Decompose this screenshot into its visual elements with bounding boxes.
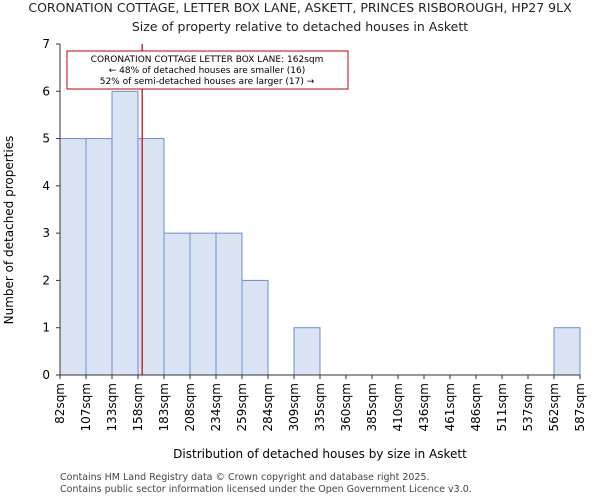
bar-562sqm xyxy=(553,327,581,376)
y-tick-label: 2 xyxy=(42,273,50,287)
bar-259sqm xyxy=(241,279,269,376)
bar-309sqm xyxy=(293,327,321,376)
annotation-line-1: CORONATION COTTAGE LETTER BOX LANE: 162s… xyxy=(91,55,324,65)
x-tick-label: 562sqm xyxy=(547,383,561,431)
y-tick-label: 0 xyxy=(42,368,50,382)
x-tick-label: 436sqm xyxy=(417,383,431,431)
x-tick-label: 309sqm xyxy=(287,383,301,431)
x-tick-label: 410sqm xyxy=(391,383,405,431)
annotation-line-3: 52% of semi-detached houses are larger (… xyxy=(100,77,315,87)
x-tick-label: 587sqm xyxy=(573,383,587,431)
x-tick-label: 259sqm xyxy=(235,383,249,431)
y-tick-label: 4 xyxy=(42,179,50,193)
x-axis-label: Distribution of detached houses by size … xyxy=(173,447,467,461)
x-tick-label: 82sqm xyxy=(53,383,67,424)
x-tick-label: 234sqm xyxy=(209,383,223,431)
chart-title: CORONATION COTTAGE, LETTER BOX LANE, ASK… xyxy=(28,0,572,15)
y-tick-label: 7 xyxy=(42,37,50,51)
x-tick-label: 183sqm xyxy=(157,383,171,431)
bar-234sqm xyxy=(215,232,243,376)
x-tick-label: 208sqm xyxy=(183,383,197,431)
annotation-box: CORONATION COTTAGE LETTER BOX LANE: 162s… xyxy=(66,50,349,90)
y-tick-label: 1 xyxy=(42,321,50,335)
y-tick-label: 6 xyxy=(42,84,50,98)
annotation-line-2: ← 48% of detached houses are smaller (16… xyxy=(109,66,306,76)
x-tick-label: 537sqm xyxy=(521,383,535,431)
x-tick-label: 461sqm xyxy=(443,383,457,431)
chart-subtitle: Size of property relative to detached ho… xyxy=(131,19,469,34)
footer-line-2: Contains public sector information licen… xyxy=(60,484,472,495)
x-tick-label: 360sqm xyxy=(339,383,353,431)
bar-chart: 0 1 2 3 4 5 6 7 82sqm 107sqm 133sqm 158sqm 183sqm 20… xyxy=(2,37,587,461)
bar-107sqm xyxy=(85,138,113,376)
x-tick-label: 511sqm xyxy=(495,383,509,431)
y-tick-label: 5 xyxy=(42,132,50,146)
bar-133sqm xyxy=(111,90,139,376)
x-tick-label: 335sqm xyxy=(313,383,327,431)
x-tick-label: 133sqm xyxy=(105,383,119,431)
footer-line-1: Contains HM Land Registry data © Crown c… xyxy=(60,472,430,483)
y-axis-label: Number of detached properties xyxy=(2,136,16,325)
bar-208sqm xyxy=(189,232,217,376)
x-tick-label: 486sqm xyxy=(469,383,483,431)
bar-183sqm xyxy=(163,232,191,376)
x-tick-label: 284sqm xyxy=(261,383,275,431)
x-tick-label: 385sqm xyxy=(365,383,379,431)
x-tick-label: 107sqm xyxy=(79,383,93,431)
bar-82sqm xyxy=(59,138,87,376)
y-tick-label: 3 xyxy=(42,226,50,240)
x-tick-label: 158sqm xyxy=(131,383,145,431)
